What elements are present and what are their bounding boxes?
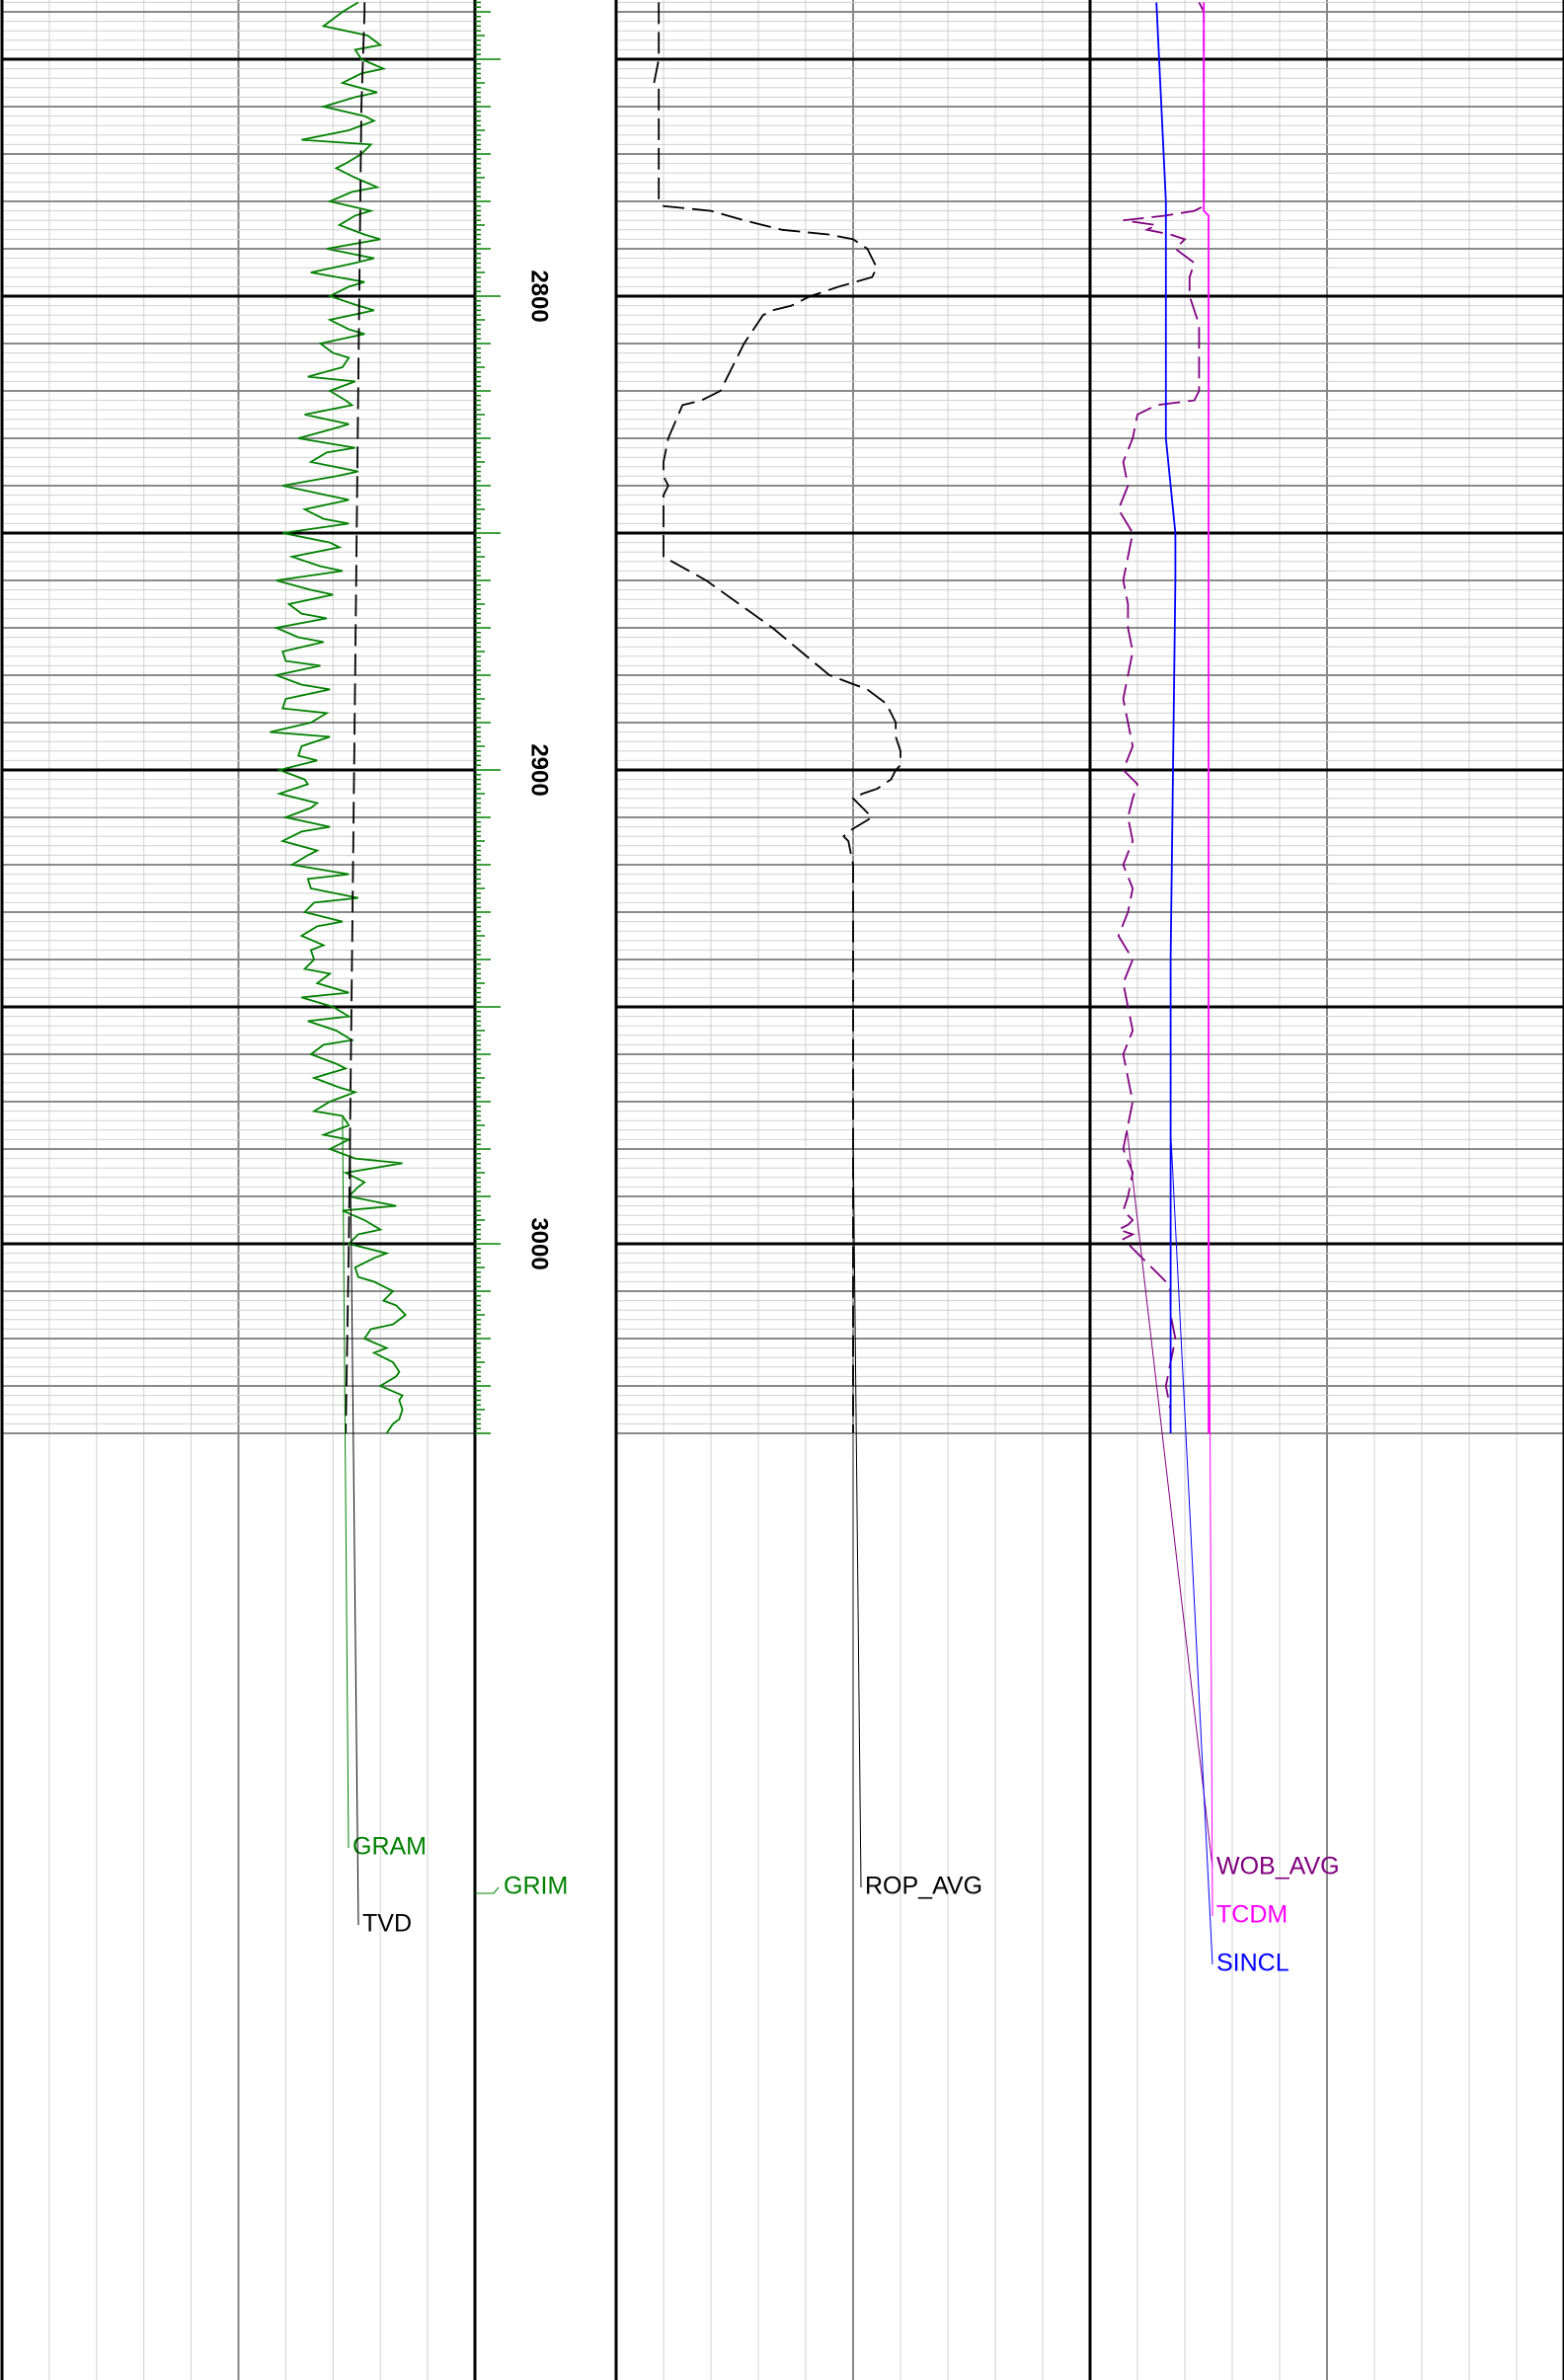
curve-label-gram: GRAM [352,1833,427,1861]
curve-label-tvd: TVD [362,1910,412,1938]
label-leader [350,1129,359,1926]
depth-label: 3000 [526,1217,553,1269]
curve-label-wob-avg: WOB_AVG [1216,1853,1340,1881]
curves [270,1,1210,1434]
label-leader [1170,1129,1213,1965]
depth-label: 2800 [526,269,553,322]
depth-label: 2900 [526,743,553,796]
curve-tvd [345,2,366,1434]
curve-labels: 2800 2900 3000 GRAM TVD ROP_AVG WOB_AVG TCDM SIN… [342,269,1340,1977]
curve-wob-avg [1116,1,1206,1433]
curve-rop-avg [653,2,901,1433]
curve-sincl [1155,2,1177,1433]
curve-label-sincl: SINCL [1216,1950,1290,1977]
curve-tcdm [1203,2,1210,1433]
label-leader [852,1129,862,1888]
label-leader [1208,1129,1213,1917]
label-leader [342,1115,350,1849]
curve-label-rop-avg: ROP_AVG [865,1873,982,1900]
label-leader [475,1886,500,1894]
label-leader [1126,1129,1213,1869]
curve-label-tcdm: TCDM [1216,1901,1288,1929]
curve-label-grim: GRIM [504,1873,568,1900]
curve-gram [270,1,408,1434]
